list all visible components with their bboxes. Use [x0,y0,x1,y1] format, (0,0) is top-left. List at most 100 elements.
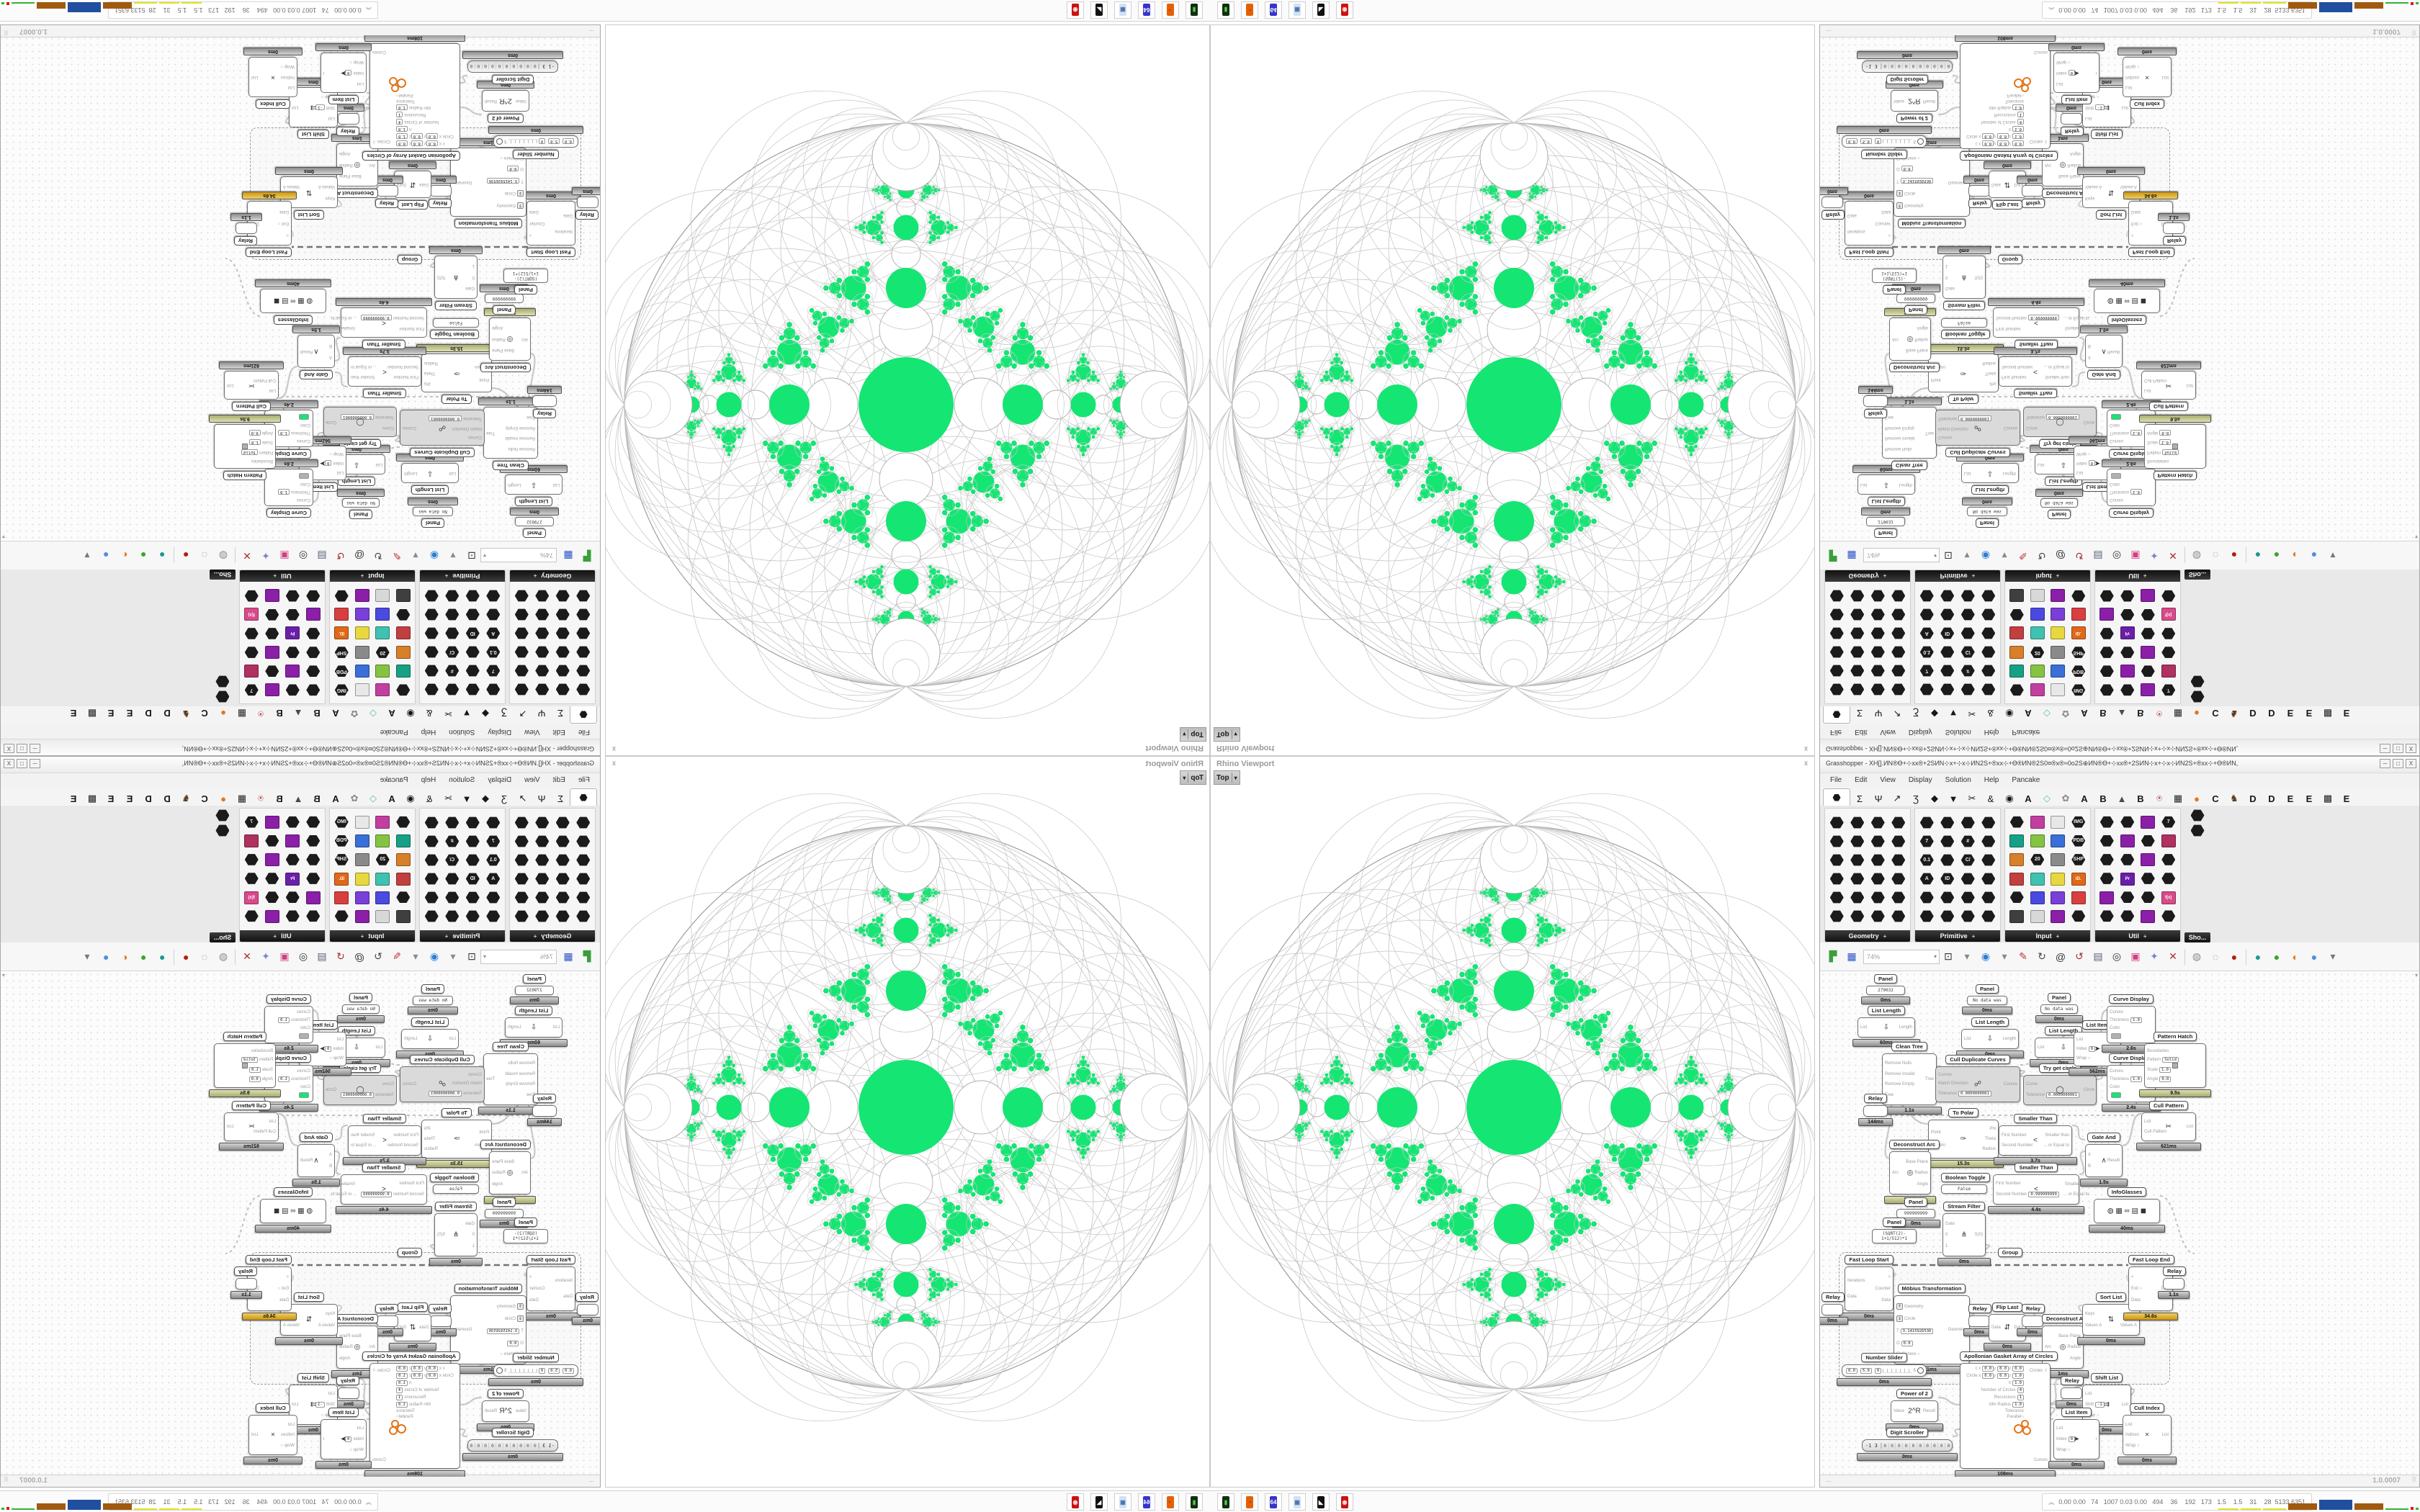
gh-node-panel[interactable]: Panel No data was 0ms [1962,498,2012,531]
port-value[interactable]: 0.0000000001 [1958,1090,1991,1097]
tab-params[interactable]: ⬣ [570,788,597,806]
component-icon[interactable] [1981,835,1996,847]
component-icon[interactable] [306,684,320,696]
port-value[interactable]: 0.0 [507,1340,519,1346]
palette-expand-icon[interactable]: + [1971,572,1976,580]
canvas-zoom-input[interactable] [1863,548,1940,563]
component-icon[interactable]: IMG [2071,684,2085,696]
component-icon[interactable] [1830,665,1844,677]
component-icon[interactable] [2120,647,2134,659]
gh-node-relay[interactable]: Relay 1.1s [230,213,262,248]
component-icon[interactable]: ID [466,873,480,885]
palette-expand-icon[interactable]: + [273,572,277,580]
component-icon[interactable] [354,664,369,678]
component-icon[interactable] [245,873,259,885]
cluster-port-value[interactable]: 1.0 [2012,1373,2024,1379]
component-icon[interactable] [1919,910,1934,922]
component-icon[interactable] [1871,608,1885,621]
component-icon[interactable] [2141,834,2155,847]
port-value[interactable]: 0.999999999 [2028,315,2059,320]
digit-cell[interactable]: 0 [1902,63,1910,70]
gh-node-panel[interactable]: Panel 279032 0ms [510,508,559,541]
component-icon[interactable]: PDB [335,665,349,678]
tab-surface[interactable]: ◆ [1931,793,1938,804]
menu-item-help[interactable]: Help [421,728,436,737]
cluster-port-value[interactable]: 0.0 [1982,1366,1994,1372]
component-icon[interactable] [286,590,300,602]
gh-node-deconstruct-arc[interactable]: Deconstruct Arc Arc ◎ Base Plane Radius Angle… [1884,308,1940,375]
cluster-port-value[interactable]: 0.0 [1997,140,2009,146]
display-green-icon[interactable]: ● [2269,950,2284,964]
slider-value[interactable]: 5.0 [1860,1367,1872,1374]
port-value[interactable]: 0.0000000001 [429,1090,462,1097]
tab-surface[interactable]: ◆ [1931,708,1938,719]
component-icon[interactable] [264,816,279,829]
palette-expand-icon[interactable]: + [2056,572,2060,580]
cluster-port-value[interactable]: 1.0 [2012,104,2024,110]
component-icon[interactable] [535,873,549,885]
component-icon[interactable]: C/ [445,646,459,658]
component-icon[interactable] [2051,608,2066,621]
gh-node-panel[interactable]: Panel (SQRT(2)- 1+1/512)*1 [1872,1215,1917,1243]
component-icon[interactable] [265,665,279,678]
component-icon[interactable] [515,608,529,621]
component-icon[interactable] [1891,608,1905,621]
port-value[interactable]: 1.0 [278,1017,290,1023]
component-icon[interactable] [375,664,390,678]
component-icon[interactable] [286,910,300,922]
digit-cell[interactable]: 0 [524,1442,532,1449]
component-icon[interactable] [515,910,529,922]
digit-cell[interactable]: 0 [489,1442,497,1449]
component-icon[interactable] [515,646,529,658]
gh-node-cull-duplicate-curves[interactable]: Cull Duplicate Curves Curves Match Directi… [400,1052,485,1102]
component-icon[interactable] [556,646,570,658]
gh-node-boolean-toggle[interactable]: Boolean Toggle False [1941,1170,1990,1194]
gh-node-digit-scroller[interactable]: Digit Scroller -1 3 0 0 0 0 0 0 0 0 0 0 0ms [462,51,563,87]
gh-node-relay[interactable]: Relay 0ms [572,1290,600,1325]
tab-plugin-bird[interactable]: ♞ [182,793,190,804]
component-icon[interactable]: ID. [334,626,349,640]
terminal-icon[interactable]: ▮ [1217,1493,1234,1511]
gh-node-clean-tree[interactable]: Clean Tree Remove Nulls Remove Invalid Remo… [1877,1039,1942,1115]
cluster-port-value[interactable]: 1 [396,1395,403,1400]
component-icon[interactable] [486,590,500,602]
component-icon[interactable] [1871,646,1885,658]
tab-plugin-e3[interactable]: E [70,793,77,804]
gh-node-apollonian-gasket-array-of-circles[interactable]: Apollonian Gasket Array of Circles c x 0.0… [1955,1349,2058,1477]
calculator-icon[interactable]: ▦ [1289,1,1306,19]
gh-node-smaller-than[interactable]: Smaller Than First Number Second Number < Sm… [343,347,426,401]
palette-group-label[interactable]: Geometry + [510,570,595,582]
component-icon[interactable] [2120,910,2135,922]
component-icon[interactable] [2030,834,2045,848]
component-icon[interactable] [2120,854,2135,865]
digit-cell[interactable]: 0 [517,1442,525,1449]
tab-mesh[interactable]: ▼ [462,708,472,719]
component-icon[interactable] [286,684,300,696]
gh-node-cull-pattern[interactable]: Cull Pattern List Cull Pattern ✂ List 621ms [2136,1098,2201,1151]
panel-value[interactable]: 279032 [515,517,554,526]
palette-group-label[interactable]: Input + [330,930,415,942]
gh-node-infoglasses[interactable]: InfoGlasses ◍ ▦ ∞ ▤ ◼ 40ms [255,279,331,328]
firefox-icon[interactable]: ◔ [1162,1493,1179,1511]
component-icon[interactable] [425,816,439,829]
tab-plugin-grid[interactable]: ▦ [237,793,247,804]
sketch-icon[interactable]: ✎ [2016,950,2030,964]
component-icon[interactable] [285,664,300,678]
cluster-port-value[interactable]: 0.0 [1982,133,1994,139]
component-icon[interactable] [466,646,480,658]
component-icon[interactable] [2141,665,2155,678]
component-icon[interactable] [306,627,320,639]
menu-item-help[interactable]: Help [1984,775,1999,784]
component-icon[interactable] [306,873,320,885]
port-value[interactable]: 3.1415926536 [486,1328,520,1334]
digit-cell[interactable]: 0 [1902,1442,1909,1449]
palette-group-label[interactable]: Sho... [2184,932,2210,942]
component-icon[interactable]: ID [1940,627,1954,639]
component-icon[interactable] [265,608,279,621]
component-icon[interactable] [286,647,300,659]
tab-plugin-grid2[interactable]: ▩ [2323,708,2333,719]
component-icon[interactable]: 7 [2161,684,2175,696]
digit-cell[interactable]: 0 [475,1442,483,1449]
snapshot-icon[interactable]: ▤ [315,549,329,563]
